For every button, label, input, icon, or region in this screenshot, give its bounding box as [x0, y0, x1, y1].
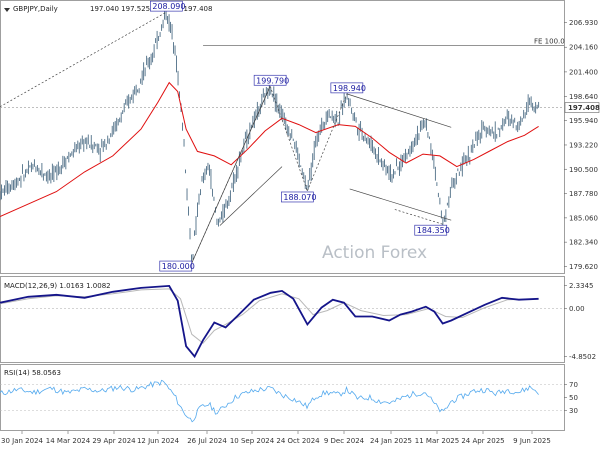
- x-tick-label: 11 Mar 2025: [415, 437, 459, 445]
- price-y-tick-label: 182.340: [569, 239, 598, 247]
- dropdown-triangle-icon[interactable]: [4, 8, 10, 12]
- x-tick-label: 14 Mar 2024: [46, 437, 91, 445]
- rsi-y-tick-label: 50: [569, 394, 578, 402]
- x-tick-label: 24 Apr 2025: [461, 437, 504, 445]
- price-annotation-box: [253, 74, 287, 86]
- price-y-tick-label: 185.060: [569, 214, 598, 222]
- price-annotation-label: 208.090: [152, 2, 185, 11]
- price-y-tick-label: 198.640: [569, 93, 598, 101]
- x-tick-label: 9 Dec 2024: [324, 437, 365, 445]
- price-annotation-label: 188.070: [283, 193, 316, 202]
- macd-label: MACD(12,26,9) 1.0163 1.0082: [4, 282, 111, 290]
- trend-line: [219, 166, 283, 226]
- price-y-tick-label: 206.930: [569, 19, 598, 27]
- trend-line: [307, 93, 348, 192]
- price-annotation-box: [150, 0, 183, 12]
- price-y-tick-label: 190.500: [569, 166, 598, 174]
- x-tick-label: 30 Jan 2024: [1, 437, 44, 445]
- price-annotation-box: [414, 224, 448, 236]
- price-annotation-label: 184.350: [417, 226, 450, 235]
- price-annotation-label: 199.790: [256, 76, 289, 85]
- last-price-box: [564, 102, 600, 113]
- price-panel: [0, 0, 565, 274]
- macd-y-tick-label: -4.8502: [569, 353, 596, 361]
- rsi-line: [0, 379, 539, 423]
- price-y-tick-label: 204.160: [569, 44, 598, 52]
- price-annotation-label: 180.000: [162, 262, 195, 271]
- axis-layer: 206.930 204.160 201.400 198.640 195.940 193.2…: [1, 19, 600, 445]
- watermark: Action Forex: [322, 243, 427, 263]
- price-layer: FE 100.0 208.090 199.790 198.940 188.070 184.…: [0, 0, 565, 272]
- x-tick-label: 9 Jun 2025: [513, 437, 551, 445]
- fe-label: FE 100.0: [534, 38, 565, 46]
- trend-line: [191, 86, 271, 264]
- macd-y-tick-label: 2.3345: [569, 282, 594, 290]
- rsi-label: RSI(14) 58.0563: [4, 369, 61, 377]
- price-annotation-box: [159, 260, 193, 272]
- x-tick-label: 24 Oct 2024: [276, 437, 320, 445]
- price-y-tick-label: 193.220: [569, 141, 598, 149]
- macd-y-tick-label: 0.00: [569, 305, 585, 313]
- x-tick-label: 10 Sep 2024: [230, 437, 275, 445]
- rsi-y-tick-label: 30: [569, 407, 578, 415]
- rsi-layer: [0, 379, 564, 423]
- price-annotation-box: [330, 82, 364, 94]
- symbol-title: GBPJPY,Daily: [13, 5, 58, 13]
- x-tick-label: 26 Jul 2024: [187, 437, 227, 445]
- last-price-label: 197.408: [568, 104, 600, 112]
- price-y-tick-label: 195.940: [569, 117, 598, 125]
- rsi-y-tick-label: 70: [569, 381, 578, 389]
- trend-line: [349, 188, 452, 221]
- price-annotation-label: 198.940: [333, 84, 366, 93]
- macd-line: [0, 284, 539, 359]
- macd-signal-line: [0, 288, 539, 344]
- price-y-tick-label: 187.780: [569, 190, 598, 198]
- x-tick-label: 12 Jun 2024: [137, 437, 180, 445]
- x-tick-label: 29 Apr 2024: [92, 437, 136, 445]
- x-tick-label: 24 Jan 2025: [370, 437, 412, 445]
- macd-layer: [0, 284, 564, 359]
- trend-line: [269, 86, 308, 192]
- rsi-panel: [0, 364, 565, 431]
- trend-line: [394, 209, 443, 225]
- price-annotation-box: [281, 191, 314, 203]
- trend-line: [346, 93, 452, 128]
- price-y-tick-label: 201.400: [569, 68, 598, 76]
- moving-average-line: [0, 81, 539, 218]
- price-y-tick-label: 179.620: [569, 263, 598, 271]
